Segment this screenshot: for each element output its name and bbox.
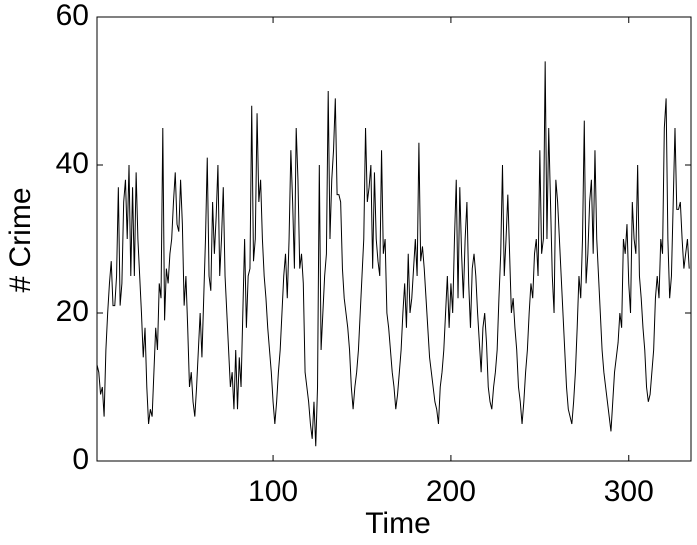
y-tick-label: 60	[56, 0, 89, 32]
x-axis-label: Time	[365, 507, 431, 540]
y-tick-label: 40	[56, 147, 89, 180]
x-tick-label: 300	[604, 475, 654, 508]
data-line	[96, 61, 690, 447]
y-tick-label: 20	[56, 295, 89, 328]
y-tick-label: 0	[72, 443, 89, 476]
plot-frame	[96, 16, 692, 462]
x-tick-label: 200	[426, 475, 476, 508]
y-axis-label: # Crime	[4, 187, 37, 292]
x-tick-label: 100	[248, 475, 298, 508]
